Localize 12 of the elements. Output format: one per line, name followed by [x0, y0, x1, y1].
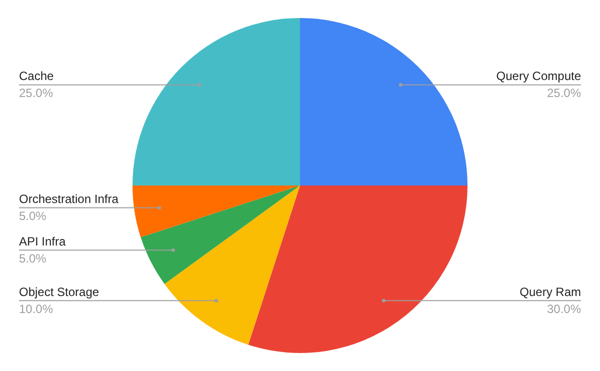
slice-label: API Infra	[19, 234, 66, 248]
data-label: 5.0%	[19, 251, 47, 266]
slice-label: Query Compute	[496, 69, 582, 84]
data-label: 10.0%	[19, 302, 54, 316]
data-label: 5.0%	[19, 209, 47, 224]
data-label: 30.0%	[546, 302, 582, 316]
slice-label: Orchestration Infra	[19, 192, 119, 206]
slice-label: Query Ram	[520, 284, 581, 299]
slice-label: Object Storage	[19, 284, 100, 299]
data-label: 25.0%	[19, 86, 54, 100]
slice-label: Cache	[19, 69, 54, 84]
data-label: 25.0%	[546, 86, 582, 100]
